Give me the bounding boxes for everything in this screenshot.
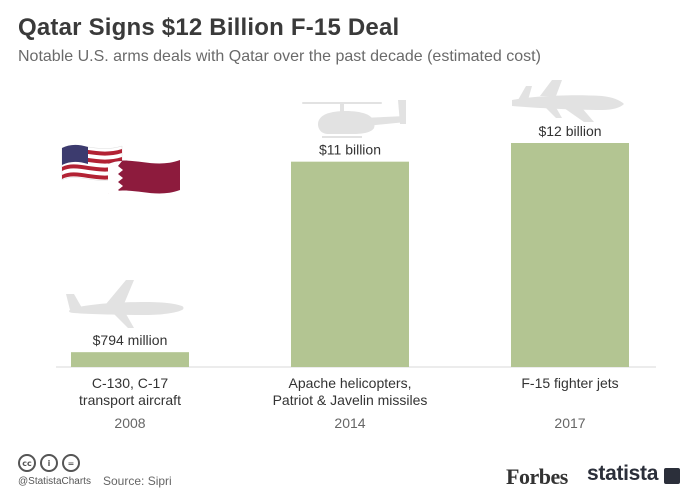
category-label-2: F-15 fighter jets [521, 375, 618, 391]
bar-1 [291, 161, 409, 367]
category-label-0: C-130, C-17 transport aircraft [79, 375, 181, 408]
chart-subtitle: Notable U.S. arms deals with Qatar over … [18, 48, 541, 65]
transport-plane-icon [66, 280, 184, 328]
fighter-jet-icon [512, 80, 624, 122]
statista-logo: statista [587, 462, 659, 485]
year-label-0: 2008 [114, 415, 145, 431]
year-label-2: 2017 [554, 415, 585, 431]
attribution-icon: i [40, 454, 58, 472]
no-derivatives-icon: = [62, 454, 80, 472]
statista-mark-icon [664, 468, 680, 484]
creative-commons-icon: cc [18, 454, 36, 472]
bar-0 [71, 352, 189, 367]
forbes-logo: Forbes [506, 464, 568, 489]
chart-title: Qatar Signs $12 Billion F-15 Deal [18, 14, 400, 41]
helicopter-icon [302, 100, 406, 138]
bar-2 [511, 143, 629, 367]
year-label-1: 2014 [334, 415, 365, 431]
source-link[interactable]: Source: Sipri [103, 474, 172, 488]
statista-handle: @StatistaCharts [18, 476, 91, 487]
usa-qatar-flags-icon [61, 144, 180, 194]
value-label-1: $11 billion [319, 142, 381, 158]
value-label-0: $794 million [93, 332, 168, 348]
value-label-2: $12 billion [538, 123, 601, 139]
category-label-1: Apache helicopters, Patriot & Javelin mis… [273, 375, 428, 408]
license-icons: cc i = [18, 454, 80, 472]
